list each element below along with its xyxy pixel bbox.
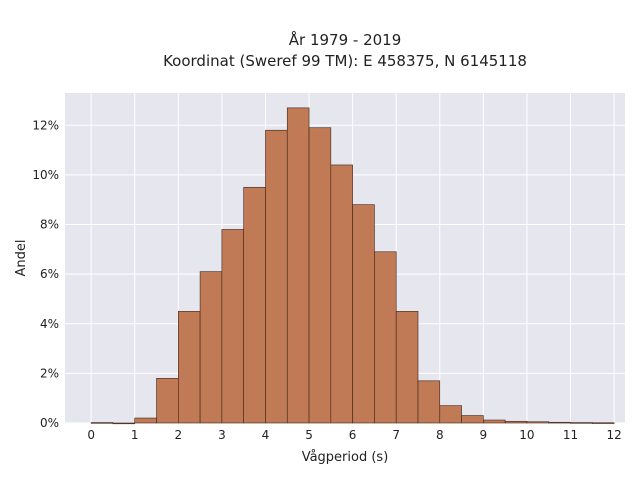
bar-18 [483,419,506,424]
bar-20 [526,421,550,424]
y-tick-label-4: 8% [40,218,59,232]
y-tick-label-2: 4% [40,317,59,331]
bar-22 [570,422,593,424]
bar-16 [439,405,462,424]
y-tick-label-0: 0% [40,416,59,430]
x-tick-label-7: 7 [392,428,400,442]
x-tick-label-0: 0 [87,428,95,442]
bar-7 [243,186,266,424]
bar-3 [156,378,179,424]
bar-15 [417,380,441,424]
x-tick-label-11: 11 [563,428,578,442]
bar-19 [504,420,528,424]
bar-11 [330,164,353,424]
x-axis-ticks: 0 1 2 3 4 5 6 7 8 9 10 11 12 [87,428,621,442]
bar-2 [134,417,157,424]
bar-5 [199,271,223,424]
title-line-2: Koordinat (Sweref 99 TM): E 458375, N 61… [163,52,527,70]
x-tick-label-1: 1 [131,428,139,442]
y-tick-label-1: 2% [40,366,59,380]
bar-12 [352,204,375,424]
chart-title: År 1979 - 2019 Koordinat (Sweref 99 TM):… [163,30,527,70]
bar-14 [395,311,419,424]
x-tick-label-3: 3 [218,428,226,442]
x-tick-label-12: 12 [606,428,621,442]
bar-0 [90,422,114,424]
bar-13 [374,251,397,424]
title-line-1: År 1979 - 2019 [289,30,402,49]
y-axis-ticks: 0% 2% 4% 6% 8% 10% 12% [32,118,59,430]
x-tick-label-5: 5 [305,428,313,442]
y-tick-label-3: 6% [40,267,59,281]
bar-17 [461,415,484,424]
bar-8 [265,129,288,424]
bar-1 [112,422,136,425]
y-axis-label: Andel [14,240,29,277]
x-tick-label-6: 6 [349,428,357,442]
bar-23 [592,422,615,424]
x-tick-label-4: 4 [262,428,270,442]
bar-9 [286,107,310,424]
x-axis-label: Vågperiod (s) [302,450,389,465]
x-tick-label-9: 9 [480,428,488,442]
x-tick-label-8: 8 [436,428,444,442]
bar-10 [308,127,332,424]
y-tick-label-6: 12% [32,118,59,132]
bars [90,107,615,425]
x-tick-label-2: 2 [174,428,182,442]
bar-6 [221,229,244,424]
x-tick-label-10: 10 [519,428,534,442]
bar-21 [548,421,571,424]
bar-4 [178,311,201,424]
y-tick-label-5: 10% [32,168,59,182]
